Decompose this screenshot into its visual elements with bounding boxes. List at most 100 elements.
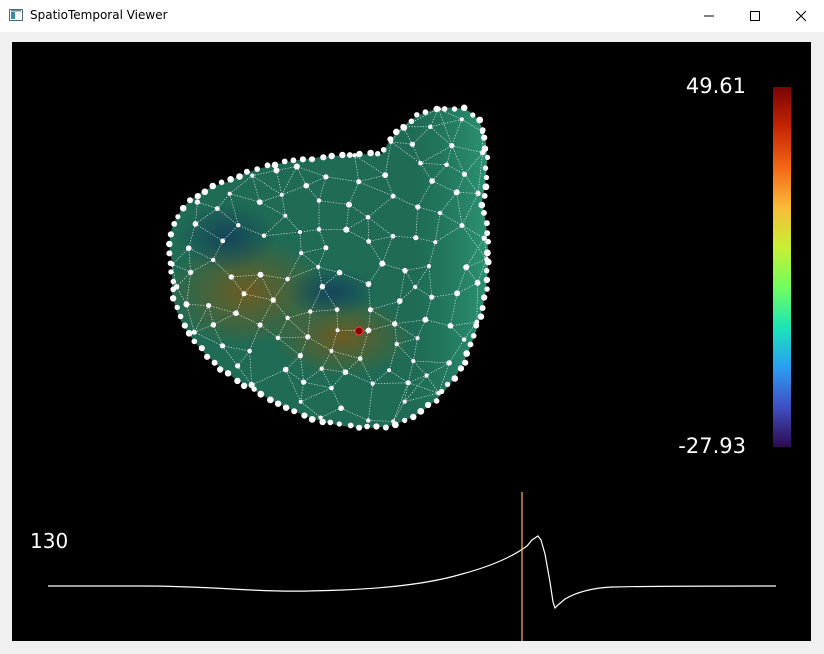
mesh-node [261, 233, 267, 238]
mesh-edge [390, 141, 413, 145]
mesh-edge [231, 276, 245, 295]
mesh-node [429, 178, 435, 184]
mesh-node [459, 223, 465, 228]
mesh-node [366, 418, 371, 423]
mesh-node [299, 250, 304, 256]
mesh-node [247, 348, 252, 354]
maximize-button[interactable] [732, 0, 778, 32]
mesh-node [169, 261, 175, 267]
mesh-node [256, 199, 263, 205]
mesh-node [388, 139, 394, 144]
mesh-node [449, 143, 455, 149]
signal-panel[interactable]: 130 [30, 492, 777, 641]
mesh-node [479, 305, 486, 311]
mesh-edge [208, 305, 214, 325]
mesh-node [379, 260, 386, 267]
mesh-edge [370, 309, 395, 325]
mesh-edge [208, 305, 237, 314]
mesh-edge [358, 181, 394, 197]
minimize-button[interactable] [686, 0, 732, 32]
heart-mesh[interactable] [166, 102, 502, 442]
mesh-edge [188, 248, 192, 273]
mesh-edge [345, 371, 373, 384]
mesh-node [264, 162, 271, 169]
scene: 49.61 -27.93 130 [30, 74, 791, 641]
mesh-node [475, 190, 481, 196]
mesh-edge [417, 319, 426, 339]
mesh-node [476, 116, 484, 124]
mesh-node [485, 238, 492, 245]
mesh-nodes [166, 104, 492, 431]
mesh-node [481, 210, 487, 216]
mesh-node [447, 323, 454, 329]
mesh-node [305, 334, 311, 340]
mesh-edge [213, 324, 223, 346]
mesh-node [201, 188, 209, 196]
mesh-edge [368, 235, 394, 242]
mesh-edge [434, 212, 441, 243]
close-button[interactable] [778, 0, 824, 32]
mesh-edge [318, 176, 327, 201]
mesh-edge [451, 145, 483, 153]
mesh-node [285, 276, 290, 282]
mesh-edge [412, 144, 421, 164]
mesh-edge [446, 145, 453, 165]
mesh-node [467, 341, 474, 348]
mesh-node [297, 353, 303, 359]
mesh-edge [368, 263, 383, 285]
mesh-node [236, 173, 243, 180]
mesh-node [218, 179, 225, 186]
mesh-edge [372, 382, 409, 384]
mesh-node [323, 245, 329, 251]
mesh-node [460, 104, 468, 112]
mesh-node [402, 417, 408, 423]
colorbar-min-label: -27.93 [678, 434, 746, 458]
mesh-node [480, 149, 486, 156]
mesh-node [415, 336, 420, 341]
mesh-edge [407, 360, 414, 383]
mesh-node [298, 399, 303, 404]
mesh-edge [417, 180, 433, 208]
mesh-node [391, 419, 396, 424]
mesh-node [425, 401, 432, 409]
mesh-node [227, 176, 234, 183]
mesh-node [316, 198, 322, 203]
selected-node[interactable] [354, 326, 364, 336]
mesh-edge [446, 164, 465, 175]
mesh-edge [176, 272, 191, 288]
mesh-node [437, 210, 443, 216]
mesh-node [243, 168, 250, 175]
mesh-edge [394, 319, 426, 325]
mesh-node [410, 413, 417, 421]
mesh-edge [404, 392, 439, 402]
mesh-node [290, 157, 297, 164]
mesh-edge [276, 166, 297, 171]
mesh-node [334, 307, 340, 312]
mesh-edge [382, 263, 406, 271]
mesh-edge [285, 369, 304, 383]
mesh-edge [303, 381, 332, 389]
mesh-edge [420, 145, 452, 164]
mesh-edge [399, 270, 406, 302]
mesh-edge [281, 194, 286, 216]
mesh-edge [477, 152, 484, 194]
mesh-node [366, 239, 372, 244]
mesh-node [209, 182, 216, 190]
mesh-node [484, 268, 490, 274]
mesh-edge [321, 368, 332, 389]
title-bar[interactable]: SpatioTemporal Viewer [0, 0, 824, 32]
mesh-edge [430, 126, 453, 146]
mesh-node [457, 365, 465, 372]
mesh-edge [394, 301, 401, 324]
mesh-node [328, 152, 335, 160]
mesh-node [356, 179, 362, 185]
mesh-node [346, 201, 352, 208]
mesh-edge [340, 407, 369, 421]
mesh-node [298, 230, 302, 235]
mesh-edge [317, 247, 327, 268]
mesh-edge [171, 247, 189, 265]
render-viewport[interactable]: 49.61 -27.93 130 [12, 42, 811, 641]
mesh-node [483, 276, 491, 284]
mesh-edge [451, 119, 463, 146]
mesh-edge [300, 387, 332, 403]
